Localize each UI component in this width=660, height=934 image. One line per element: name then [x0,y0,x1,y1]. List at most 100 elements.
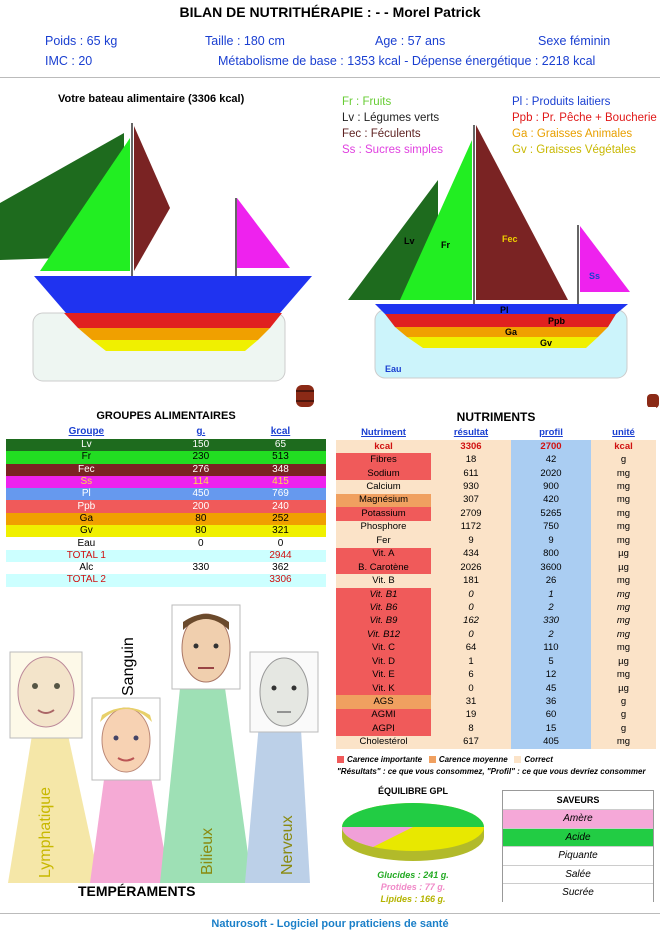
legend-item: Lv : Légumes verts [342,112,440,124]
ppb-label: Ppb [548,316,566,326]
nutriment-cell-name: Fibres [336,453,431,467]
sail-ss-right [580,226,630,292]
gpl-pie [341,803,484,861]
groupe-cell-name: Gv [79,525,93,537]
nutriment-cell-prof: 1 [511,587,591,602]
legend-swatch-correct [514,756,522,764]
groupe-cell-name: Ga [79,512,94,524]
hull-pl-right [375,304,628,314]
legend-item: Ppb : Pr. Pêche + Boucherie [512,112,657,124]
sexe-info: Sexe féminin [538,34,611,48]
temperaments-title: TEMPÉRAMENTS [78,883,196,899]
groupes-table: Groupe g. kcal Lv 150 65 Fr 230 513 Fec 276 348 S… [6,425,326,587]
nutriment-cell-unit: mg [591,628,656,642]
nutriment-cell-unit: mg [591,614,656,629]
groupes-title: GROUPES ALIMENTAIRES [96,410,236,422]
nutriment-cell-res: 181 [431,574,511,588]
groupe-cell-name: Ss [80,476,93,488]
nutriment-cell-prof: 2700 [511,440,591,454]
groupe-cell-g: 230 [192,451,210,463]
ga-label: Ga [505,327,518,337]
gpl-glucides: Glucides : 241 g. [377,870,449,880]
bateau-left-illustration [0,123,312,382]
table-row: AGPI 8 15 g [336,722,656,736]
table-row: Vit. B12 0 2 mg [336,628,656,642]
nutriment-cell-res: 434 [431,547,511,561]
table-row: TOTAL 1 2944 [6,549,326,562]
hull-pl-left [34,276,312,313]
col-profil-header: profil [539,426,563,438]
gpl-title: ÉQUILIBRE GPL [377,786,448,796]
groupe-cell-name: Eau [77,537,96,549]
nutriment-cell-name: AGPI [336,722,431,736]
groupe-cell-kcal: 348 [272,463,289,475]
nutriment-cell-unit: mg [591,574,656,588]
gpl-slice-glucides [342,803,484,827]
hull-ppb-left [64,313,282,328]
nutriment-cell-res: 162 [431,614,511,629]
groupe-cell-g: 114 [192,476,209,488]
nutriment-cell-name: Sodium [336,466,431,481]
nutriments-table: Nutriment résultat profil unité kcal 3306… [336,425,656,750]
nutriment-cell-unit: g [591,695,656,709]
nutriment-cell-prof: 36 [511,695,591,709]
groupe-cell-g: 200 [192,500,210,512]
nutriment-cell-unit: mg [591,601,656,615]
pl-label: Pl [500,305,509,315]
nutriment-cell-name: Vit. K [336,681,431,696]
table-row: TOTAL 2 3306 [6,574,326,587]
nutriment-cell-unit: mg [591,534,656,548]
nutriment-cell-name: Vit. B [336,574,431,588]
bateau-right-illustration: Eau Pl Ppb Ga Gv Lv Fr Fec Ss [348,125,630,379]
temperament-lymphatique: Lymphatique [37,787,54,878]
nutriment-cell-unit: g [591,722,656,736]
saveur-item: Salée [503,864,653,883]
legend-item: Gv : Graisses Végétales [512,144,636,156]
table-row: Lv 150 65 [6,439,326,452]
groupe-cell-name: Lv [81,439,92,451]
groupe-cell-g [167,550,235,562]
footer: Naturosoft - Logiciel pour praticiens de… [0,913,660,933]
table-row: Magnésium 307 420 mg [336,493,656,508]
groupe-cell-name: TOTAL 1 [66,549,106,561]
gpl-slice-protides [341,827,413,847]
saveurs-box: SAVEURS Amère Acide Piquante Salée Sucrée [502,790,654,902]
nutriment-cell-unit: µg [591,655,656,669]
legend-carence-moyenne: Carence moyenne [438,755,508,764]
temperament-sanguin: Sanguin [120,637,137,696]
nutriment-cell-name: Vit. B6 [336,601,431,615]
groupe-cell-name: Alc [79,562,94,574]
table-row: Ss 114 415 [6,475,326,489]
nutriment-cell-name: Vit. B9 [336,614,431,629]
nutriment-cell-prof: 330 [511,614,591,629]
nutriment-cell-name: Magnésium [336,493,431,508]
nutriment-cell-name: Vit. B1 [336,587,431,602]
fec-label: Fec [502,234,518,244]
nutriment-cell-res: 64 [431,641,511,655]
nutriment-cell-name: AGS [336,695,431,709]
nutriment-cell-prof: 45 [511,681,591,696]
saveur-item: Acide [503,827,653,846]
temperaments-illustration: Lymphatique Sanguin Bilieux Nerveux [8,604,319,883]
table-row: Vit. B6 0 2 mg [336,601,656,615]
nutriments-title: NUTRIMENTS [456,410,536,424]
nutriment-cell-name: kcal [336,440,431,454]
metabolisme-info: Métabolisme de base : 1353 kcal - Dépens… [218,54,596,68]
groupe-cell-kcal: 513 [272,451,289,463]
groupe-cell-name: TOTAL 2 [66,574,106,586]
nutriment-cell-prof: 12 [511,668,591,682]
nutriment-cell-prof: 60 [511,708,591,723]
groupe-cell-kcal: 362 [272,562,289,574]
sail-fr-right [400,140,472,300]
nutriment-cell-name: Cholestérol [336,735,431,750]
nutriment-cell-unit: µg [591,547,656,561]
groupe-cell-name: Pl [81,488,91,500]
groupe-cell-kcal: 252 [272,512,289,524]
nutriment-cell-name: Calcium [336,480,431,494]
nutriment-cell-unit: g [591,453,656,467]
nutriment-cell-name: Vit. B12 [336,628,431,642]
hull-gv-right [407,337,598,348]
nutriment-cell-prof: 800 [511,547,591,561]
gv-label: Gv [540,338,552,348]
nutriment-cell-prof: 2020 [511,466,591,481]
